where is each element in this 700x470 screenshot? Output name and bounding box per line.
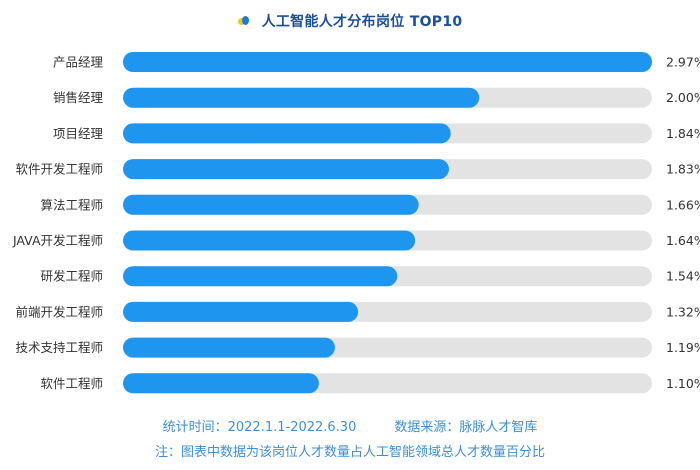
chart-title: 人工智能人才分布岗位 TOP10	[261, 14, 463, 30]
category-label: 项目经理	[53, 126, 104, 141]
bar	[123, 87, 480, 108]
bar	[123, 301, 359, 322]
bar	[123, 230, 416, 251]
bar	[123, 123, 451, 144]
value-label: 1.66%	[666, 197, 700, 212]
chart-header: 人工智能人才分布岗位 TOP10	[0, 10, 700, 32]
category-label: 研发工程师	[40, 269, 103, 284]
bar	[123, 373, 319, 394]
value-label: 2.00%	[666, 90, 700, 105]
bar	[123, 194, 419, 215]
category-label: 技术支持工程师	[15, 340, 103, 355]
category-label: JAVA开发工程师	[12, 233, 103, 248]
bar	[123, 266, 398, 287]
bar	[123, 159, 449, 180]
value-label: 1.54%	[666, 269, 700, 284]
value-label: 1.64%	[666, 233, 700, 248]
bar	[123, 52, 652, 72]
category-label: 软件工程师	[40, 376, 103, 391]
value-label: 1.32%	[666, 304, 700, 319]
footer-note: 注：图表中数据为该岗位人才数量占人工智能领域总人才数量百分比	[154, 445, 545, 460]
logo-icon	[237, 15, 250, 27]
value-label: 1.83%	[666, 162, 700, 177]
category-label: 销售经理	[53, 90, 104, 105]
category-label: 算法工程师	[40, 197, 103, 212]
value-label: 1.10%	[666, 376, 700, 391]
bar	[123, 337, 335, 358]
footer-meta: 统计时间：2022.1.1-2022.6.30 数据来源：脉脉人才智库	[0, 416, 700, 435]
value-label: 1.19%	[666, 340, 700, 355]
category-label: 前端开发工程师	[15, 304, 103, 319]
value-label: 1.84%	[666, 126, 700, 141]
category-label: 产品经理	[53, 55, 104, 70]
value-label: 2.97%	[666, 55, 700, 70]
category-label: 软件开发工程师	[15, 162, 103, 177]
statistics-period: 统计时间：2022.1.1-2022.6.30	[162, 420, 357, 435]
data-source: 数据来源：脉脉人才智库	[394, 420, 538, 435]
